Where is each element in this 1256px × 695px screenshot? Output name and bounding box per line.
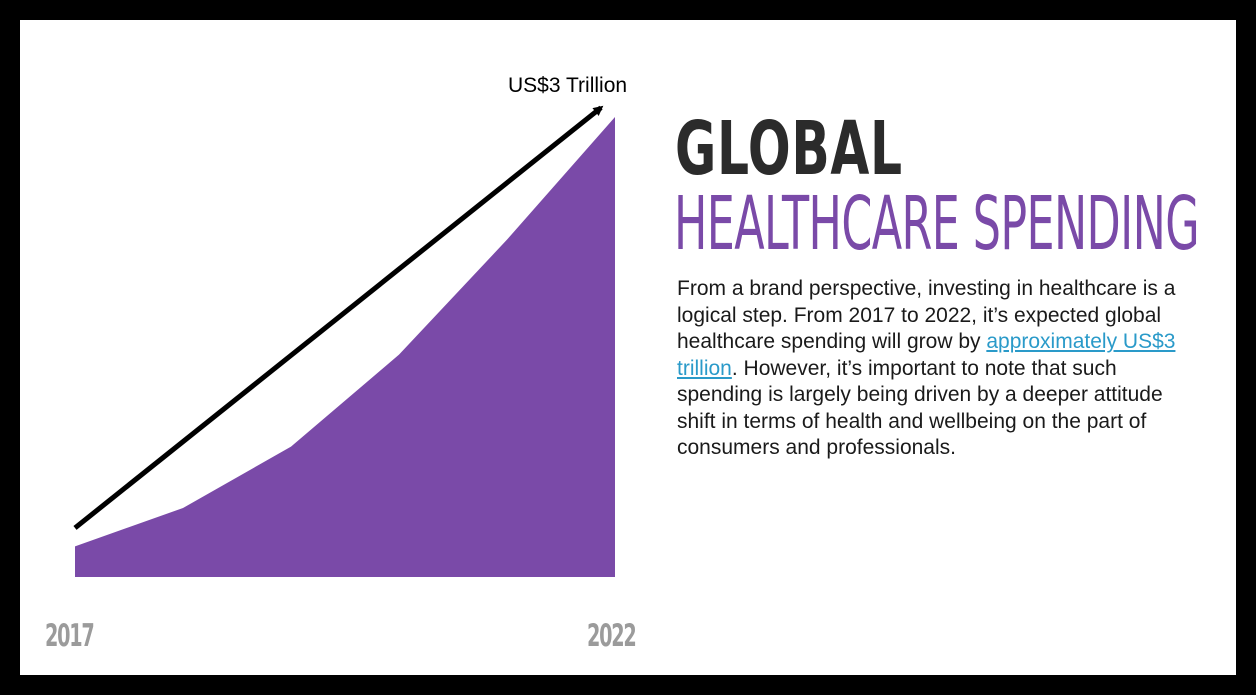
chart-annotation: US$3 Trillion: [508, 74, 628, 97]
x-tick-label-start: 2017: [45, 618, 95, 654]
x-tick-label-end: 2022: [587, 618, 637, 654]
body-paragraph: From a brand perspective, investing in h…: [677, 276, 1197, 462]
spending-link[interactable]: approximately US$3 trillion: [677, 330, 1176, 380]
trend-arrow: [73, 105, 604, 530]
spending-area: [75, 117, 615, 577]
heading-line-1: GLOBAL: [675, 106, 903, 192]
body-text-end: . However, it’s important to note that s…: [677, 356, 1163, 460]
body-text-start: From a brand perspective, investing in h…: [677, 277, 1176, 353]
heading-line-2: HEALTHCARE SPENDING: [674, 181, 1200, 267]
